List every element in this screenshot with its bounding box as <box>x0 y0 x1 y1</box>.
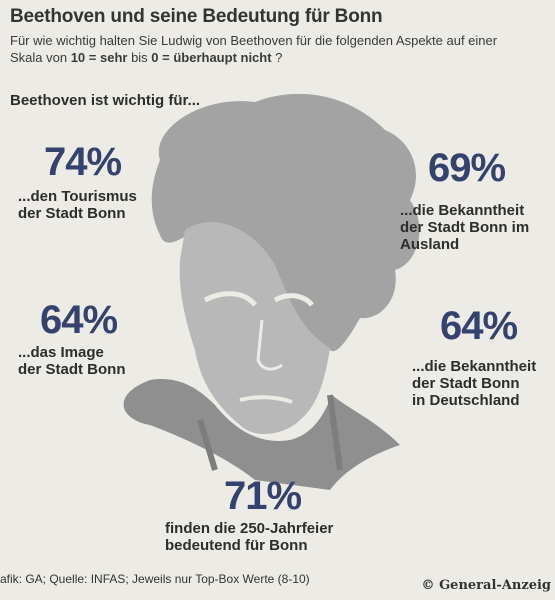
portrait-mouth <box>239 395 293 404</box>
percent-germany: 64% <box>440 304 518 348</box>
chart-title: Beethoven und seine Bedeutung für Bonn <box>10 6 383 27</box>
chart-subtitle: Für wie wichtig halten Sie Ludwig von Be… <box>10 33 498 65</box>
percent-tourism: 74% <box>44 140 122 184</box>
portrait-brow <box>203 291 314 307</box>
portrait-nose <box>256 319 283 371</box>
source-note: afik: GA; Quelle: INFAS; Jeweils nur Top… <box>0 572 310 586</box>
percent-anniversary: 71% <box>224 474 302 518</box>
label-tourism: ...den Tourismus der Stadt Bonn <box>18 188 137 222</box>
portrait-face <box>179 222 330 435</box>
label-abroad: ...die Bekanntheit der Stadt Bonn im Aus… <box>400 202 530 253</box>
portrait-collar <box>197 394 343 471</box>
label-anniversary: finden die 250-Jahrfeier bedeutend für B… <box>165 520 334 554</box>
lead-text: Beethoven ist wichtig für... <box>10 92 201 109</box>
percent-image: 64% <box>40 298 118 342</box>
percent-abroad: 69% <box>428 146 506 190</box>
label-image: ...das Image der Stadt Bonn <box>18 344 126 378</box>
label-germany: ...die Bekanntheit der Stadt Bonn in Deu… <box>412 358 537 409</box>
portrait-hair <box>151 93 420 352</box>
copyright-note: © General-Anzeig <box>421 578 551 593</box>
